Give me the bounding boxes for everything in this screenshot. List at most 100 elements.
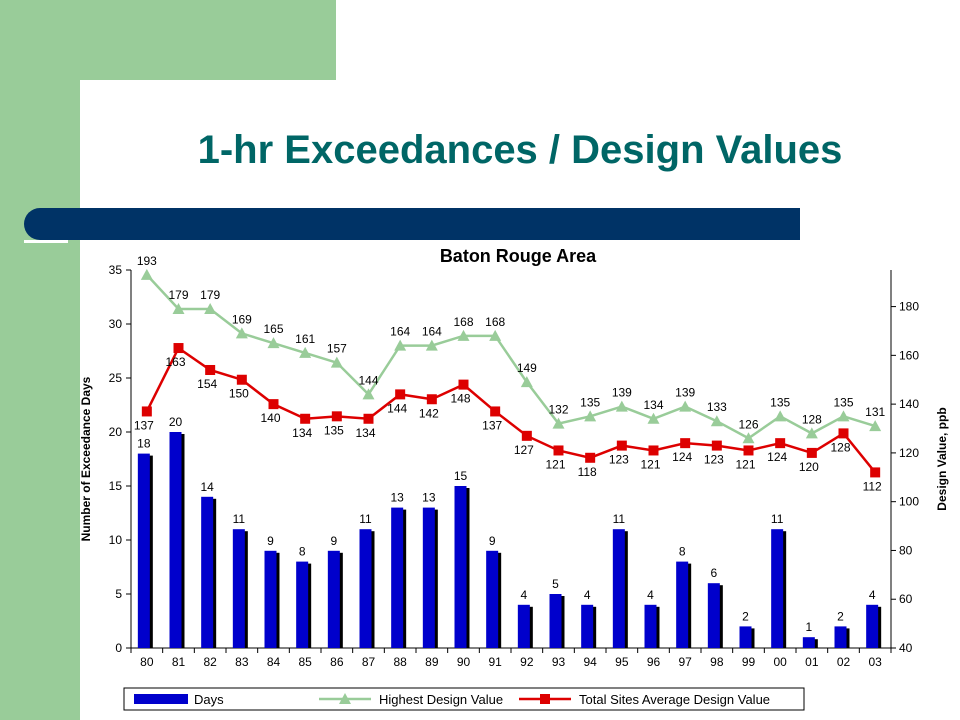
average-design-value-line xyxy=(145,346,877,474)
x-tick-label: 97 xyxy=(678,655,692,669)
x-tick-label: 96 xyxy=(647,655,661,669)
bar-data-label: 9 xyxy=(489,534,496,548)
y2-tick-label: 180 xyxy=(899,300,919,314)
highest-design-value-point xyxy=(140,268,153,280)
x-tick-label: 81 xyxy=(172,655,186,669)
y-tick-label: 0 xyxy=(115,641,122,655)
y2-tick-label: 100 xyxy=(899,495,919,509)
bar-data-label: 6 xyxy=(710,566,717,580)
legend-label: Days xyxy=(194,692,224,707)
average-design-value-point xyxy=(743,445,754,456)
title-underline-bar xyxy=(24,208,800,240)
y-axis-label: Number of Exceedance Days xyxy=(79,376,93,541)
highest-design-value-point xyxy=(774,410,787,422)
x-tick-label: 02 xyxy=(837,655,851,669)
average-design-value-point xyxy=(870,467,881,478)
average-design-value-label: 148 xyxy=(450,392,470,406)
highest-design-value-label: 132 xyxy=(548,403,568,417)
highest-design-value-label: 128 xyxy=(802,412,822,426)
legend-label: Highest Design Value xyxy=(379,692,503,707)
x-tick-label: 89 xyxy=(425,655,439,669)
highest-design-value-label: 149 xyxy=(517,361,537,375)
highest-design-value-label: 179 xyxy=(168,288,188,302)
highest-design-value-point xyxy=(425,339,438,351)
highest-design-value-point xyxy=(394,339,407,351)
bar xyxy=(644,604,657,648)
x-tick-label: 92 xyxy=(520,655,534,669)
average-design-value-point xyxy=(395,389,406,400)
highest-design-value-point xyxy=(647,412,660,424)
highest-design-value-label: 131 xyxy=(865,405,885,419)
highest-design-value-point xyxy=(267,337,280,349)
bar-data-label: 1 xyxy=(805,620,812,634)
highest-design-value-label: 193 xyxy=(137,254,157,268)
highest-design-value-label: 165 xyxy=(263,322,283,336)
bar-data-label: 4 xyxy=(520,588,527,602)
y-tick-label: 20 xyxy=(109,425,123,439)
highest-design-value-point xyxy=(235,327,248,339)
average-design-value-point xyxy=(236,374,247,385)
highest-design-value-point xyxy=(552,417,565,429)
average-design-value-label: 137 xyxy=(134,418,154,432)
average-design-value-label: 121 xyxy=(640,457,660,471)
legend-box xyxy=(123,687,805,711)
average-design-value-label: 121 xyxy=(735,457,755,471)
average-design-value-point xyxy=(648,445,659,456)
legend-marker-average xyxy=(540,694,550,704)
average-design-value-label: 134 xyxy=(355,426,375,440)
highest-design-value-point xyxy=(679,400,692,412)
y-tick-label: 15 xyxy=(109,479,123,493)
bar xyxy=(866,604,879,648)
legend-swatch-days xyxy=(134,694,188,704)
left-accent-band xyxy=(0,0,80,720)
x-tick-label: 80 xyxy=(140,655,154,669)
chart-title: Baton Rouge Area xyxy=(440,246,597,266)
y2-axis-label: Design Value, ppb xyxy=(935,407,949,510)
average-design-value-point xyxy=(141,406,152,417)
highest-design-value-label: 135 xyxy=(833,395,853,409)
average-design-value-label: 144 xyxy=(387,401,407,415)
bar xyxy=(422,507,435,648)
y-tick-label: 35 xyxy=(109,263,123,277)
bar xyxy=(264,550,277,648)
bar-data-label: 4 xyxy=(584,588,591,602)
bar-data-label: 14 xyxy=(200,480,214,494)
x-tick-label: 01 xyxy=(805,655,819,669)
bar xyxy=(169,432,182,648)
highest-design-value-label: 164 xyxy=(390,325,410,339)
highest-design-value-label: 135 xyxy=(770,395,790,409)
average-design-value-point xyxy=(458,379,469,390)
highest-design-value-label: 133 xyxy=(707,400,727,414)
bar-data-label: 9 xyxy=(267,534,274,548)
x-tick-label: 82 xyxy=(203,655,217,669)
average-design-value-label: 154 xyxy=(197,377,217,391)
average-design-value-point xyxy=(205,364,216,375)
chart: Baton Rouge Area 05101520253035406080100… xyxy=(79,246,949,711)
bar-data-label: 11 xyxy=(233,512,246,526)
average-design-value-point xyxy=(585,452,596,463)
x-tick-label: 99 xyxy=(742,655,756,669)
bar-data-label: 11 xyxy=(613,512,626,526)
bar xyxy=(137,453,150,648)
bar-data-label: 11 xyxy=(359,512,372,526)
y2-tick-label: 60 xyxy=(899,592,913,606)
average-design-value-label: 123 xyxy=(609,453,629,467)
average-design-value-point xyxy=(553,445,564,456)
bar-data-label: 15 xyxy=(454,469,468,483)
bar xyxy=(612,529,625,648)
highest-design-value-point xyxy=(299,346,312,358)
y-tick-label: 30 xyxy=(109,317,123,331)
bar xyxy=(834,626,847,648)
average-design-value-point xyxy=(680,438,691,449)
average-design-value-label: 150 xyxy=(229,387,249,401)
x-tick-label: 83 xyxy=(235,655,249,669)
bar-data-label: 2 xyxy=(742,609,749,623)
highest-design-value-point xyxy=(172,303,185,315)
highest-design-value-label: 139 xyxy=(675,386,695,400)
x-tick-label: 94 xyxy=(583,655,597,669)
highest-design-value-point xyxy=(362,388,375,400)
average-design-value-point xyxy=(775,438,786,449)
highest-design-value-point xyxy=(204,303,217,315)
x-tick-label: 90 xyxy=(457,655,471,669)
